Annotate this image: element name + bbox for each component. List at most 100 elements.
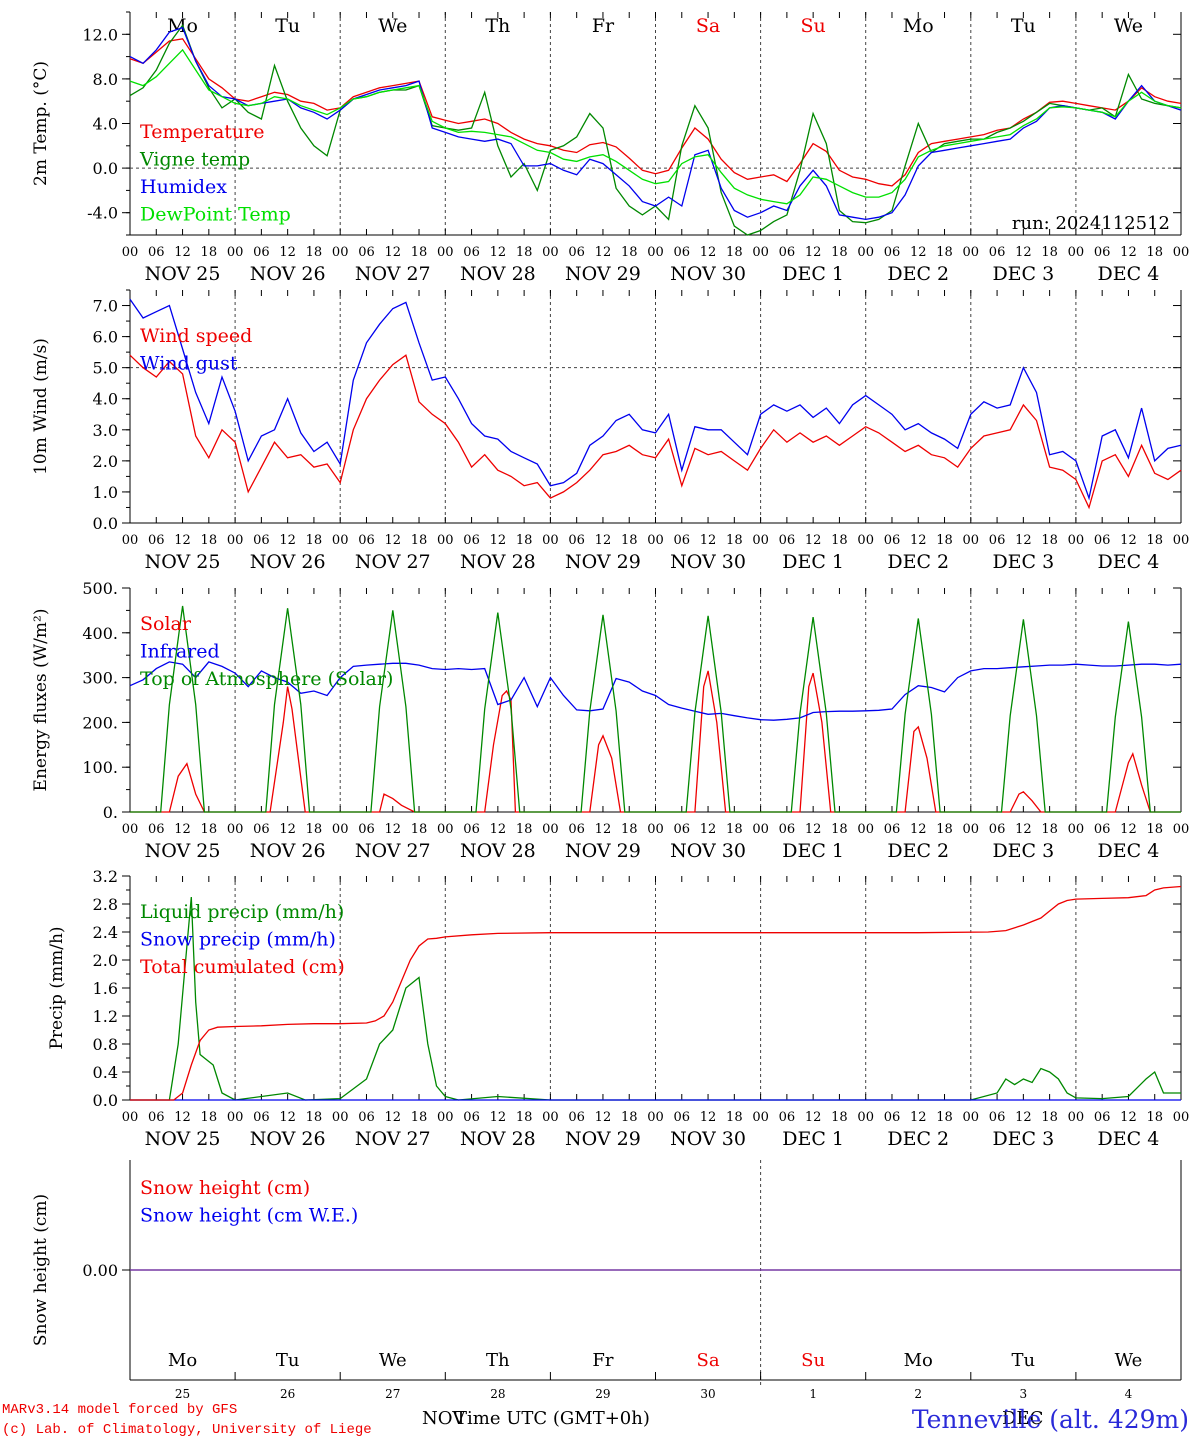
date-label: NOV 28: [460, 840, 536, 862]
y-axis-title: Snow height (cm): [31, 1194, 51, 1346]
date-label: NOV 30: [670, 840, 746, 862]
hour-tick-label: 12: [279, 822, 296, 837]
day-number-label: 2: [914, 1387, 922, 1401]
hour-tick-label: 00: [227, 1110, 244, 1125]
run-label: run: 2024112512: [1012, 213, 1170, 234]
hour-tick-label: 06: [148, 245, 165, 260]
date-label: NOV 28: [460, 263, 536, 285]
hour-tick-label: 18: [726, 1110, 743, 1125]
date-label: DEC 2: [887, 263, 949, 285]
hour-tick-label: 12: [384, 822, 401, 837]
legend-entry: Total cumulated (cm): [140, 956, 345, 978]
y-axis-title: 2m Temp. (°C): [31, 61, 51, 186]
hour-tick-label: 12: [1120, 245, 1137, 260]
series-line: [129, 48, 1182, 205]
hour-tick-label: 12: [910, 822, 927, 837]
hour-tick-label: 00: [857, 822, 874, 837]
date-label: DEC 1: [782, 551, 844, 573]
hour-tick-label: 12: [910, 245, 927, 260]
series-line: [129, 38, 1182, 187]
hour-tick-label: 12: [279, 533, 296, 548]
date-label: DEC 4: [1098, 1128, 1160, 1150]
legend-entry: Liquid precip (mm/h): [140, 901, 344, 923]
hour-tick-label: 18: [621, 245, 638, 260]
hour-tick-label: 06: [358, 822, 375, 837]
hour-tick-label: 12: [490, 1110, 507, 1125]
date-label: NOV 26: [250, 263, 326, 285]
date-label: DEC 3: [992, 263, 1054, 285]
hour-tick-label: 00: [437, 822, 454, 837]
hour-tick-label: 06: [779, 245, 796, 260]
weekday-label: Th: [486, 1350, 510, 1371]
hour-tick-label: 18: [306, 245, 323, 260]
hour-tick-label: 12: [174, 822, 191, 837]
hour-tick-label: 18: [621, 1110, 638, 1125]
hour-tick-label: 06: [884, 245, 901, 260]
hour-tick-label: 06: [253, 245, 270, 260]
y-tick-label: 1.2: [93, 1007, 118, 1026]
weekday-label: We: [378, 15, 407, 37]
hour-tick-label: 06: [568, 245, 585, 260]
day-number-label: 1: [809, 1387, 817, 1401]
date-label: NOV 25: [145, 1128, 221, 1150]
day-number-label: 3: [1020, 1387, 1028, 1401]
hour-tick-label: 18: [621, 822, 638, 837]
weekday-label: Tu: [1011, 15, 1036, 37]
date-label: NOV 27: [355, 263, 431, 285]
hour-tick-label: 18: [936, 822, 953, 837]
y-tick-label: 2.4: [93, 923, 118, 942]
hour-tick-label: 00: [963, 1110, 980, 1125]
hour-tick-label: 18: [831, 533, 848, 548]
hour-tick-label: 06: [463, 245, 480, 260]
hour-tick-label: 00: [1173, 1110, 1190, 1125]
hour-tick-label: 06: [148, 1110, 165, 1125]
hour-tick-label: 18: [411, 1110, 428, 1125]
hour-tick-label: 18: [411, 245, 428, 260]
date-label: NOV 25: [145, 551, 221, 573]
date-label: DEC 1: [782, 263, 844, 285]
hour-tick-label: 12: [1120, 822, 1137, 837]
hour-tick-label: 06: [884, 822, 901, 837]
y-tick-label: 2.8: [93, 895, 118, 914]
date-label: DEC 4: [1098, 840, 1160, 862]
hour-tick-label: 06: [358, 245, 375, 260]
day-number-label: 4: [1125, 1387, 1133, 1401]
hour-tick-label: 12: [1015, 822, 1032, 837]
date-label: NOV 27: [355, 1128, 431, 1150]
y-tick-label: 0.0: [93, 159, 118, 178]
hour-tick-label: 12: [910, 533, 927, 548]
y-tick-label: 2.0: [93, 951, 118, 970]
hour-tick-label: 06: [989, 245, 1006, 260]
weekday-label: We: [379, 1350, 407, 1371]
day-number-label: 28: [490, 1387, 505, 1401]
hour-tick-label: 06: [884, 1110, 901, 1125]
weekday-label: Sa: [697, 1350, 720, 1371]
weekday-label: Mo: [168, 1350, 197, 1371]
hour-tick-label: 00: [332, 533, 349, 548]
hour-tick-label: 06: [989, 1110, 1006, 1125]
weekday-label: Tu: [1012, 1350, 1036, 1371]
y-tick-label: 1.6: [93, 979, 118, 998]
legend-entry: Infrared: [140, 641, 220, 663]
date-label: NOV 30: [670, 1128, 746, 1150]
date-label: DEC 3: [992, 840, 1054, 862]
weekday-label: We: [1114, 15, 1143, 37]
hour-tick-label: 00: [542, 1110, 559, 1125]
y-tick-label: 12.0: [82, 25, 118, 44]
weekday-label: Mo: [904, 1350, 933, 1371]
legend-entry: Wind speed: [140, 325, 252, 347]
day-number-label: 25: [175, 1387, 190, 1401]
hour-tick-label: 18: [831, 245, 848, 260]
date-label: DEC 4: [1098, 551, 1160, 573]
hour-tick-label: 12: [700, 245, 717, 260]
hour-tick-label: 00: [963, 533, 980, 548]
y-tick-label: 6.0: [93, 328, 118, 347]
hour-tick-label: 00: [1068, 533, 1085, 548]
hour-tick-label: 06: [1094, 1110, 1111, 1125]
hour-tick-label: 00: [1173, 245, 1190, 260]
y-tick-label: 2.0: [93, 452, 118, 471]
hour-tick-label: 00: [647, 533, 664, 548]
hour-tick-label: 06: [779, 822, 796, 837]
hour-tick-label: 06: [1094, 822, 1111, 837]
